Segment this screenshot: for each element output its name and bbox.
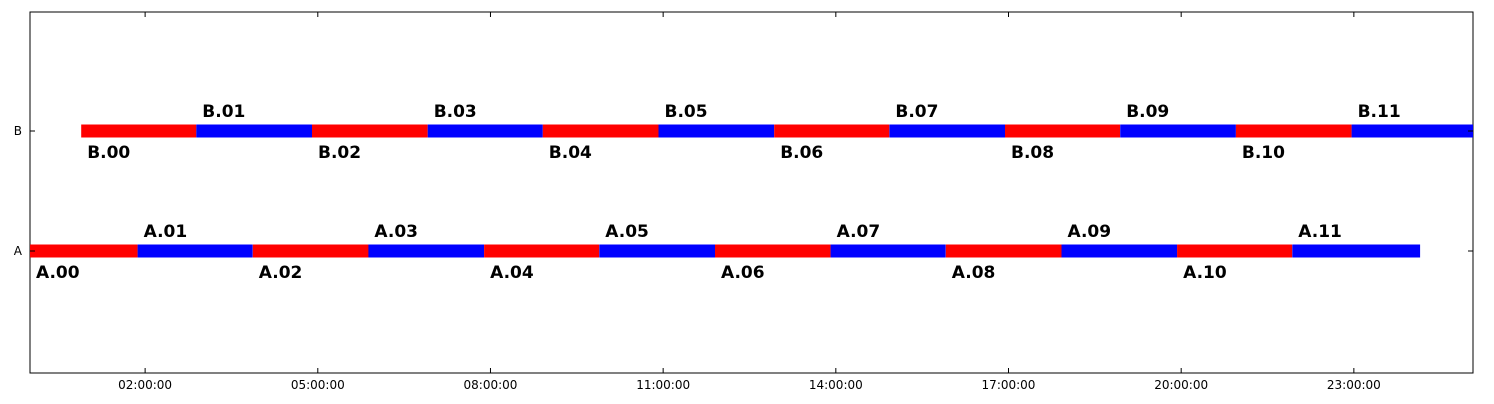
segment-bar-B.06: [774, 124, 890, 138]
segment-label-B.08: B.08: [1011, 143, 1054, 163]
segment-bar-A.01: [137, 244, 253, 258]
segment-label-B.02: B.02: [318, 143, 361, 163]
segment-label-B.07: B.07: [895, 102, 938, 122]
segment-bar-A.00: [30, 244, 138, 258]
segment-bar-A.06: [715, 244, 831, 258]
segment-label-A.03: A.03: [374, 222, 418, 242]
plot-area: [29, 11, 1474, 374]
segment-bar-B.09: [1120, 124, 1236, 138]
y-tick-label-B: B: [14, 124, 22, 138]
segment-label-A.10: A.10: [1183, 263, 1227, 283]
segment-label-B.10: B.10: [1242, 143, 1285, 163]
segment-bar-B.08: [1005, 124, 1121, 138]
segment-label-A.09: A.09: [1068, 222, 1112, 242]
segment-bar-A.08: [945, 244, 1062, 258]
segment-bar-B.00: [81, 124, 197, 138]
segment-bar-A.04: [484, 244, 600, 258]
x-tick-label: 23:00:00: [1327, 378, 1381, 392]
segment-label-A.01: A.01: [144, 222, 188, 242]
x-tick-label: 02:00:00: [118, 378, 172, 392]
x-tick-label: 08:00:00: [464, 378, 518, 392]
segment-bar-A.07: [830, 244, 946, 258]
segment-bar-B.01: [196, 124, 312, 138]
chart-marks: A.00 A.01 A.02 A.03 A.04 A.05 A.06 A.07 A.08 A.09…: [30, 102, 1473, 283]
segment-label-A.06: A.06: [721, 263, 765, 283]
segment-bar-B.04: [542, 124, 659, 138]
segment-label-A.07: A.07: [837, 222, 881, 242]
segment-bar-A.11: [1292, 244, 1421, 258]
segment-label-B.00: B.00: [87, 143, 130, 163]
segment-label-A.04: A.04: [490, 263, 534, 283]
segment-bar-B.10: [1235, 124, 1352, 138]
segment-label-A.05: A.05: [605, 222, 649, 242]
segment-label-B.05: B.05: [665, 102, 708, 122]
segment-bar-B.07: [889, 124, 1006, 138]
segment-bar-A.03: [368, 244, 485, 258]
x-tick-label: 20:00:00: [1154, 378, 1208, 392]
segment-label-B.01: B.01: [202, 102, 245, 122]
segment-label-A.00: A.00: [36, 263, 80, 283]
segment-bar-B.02: [312, 124, 428, 138]
segment-bar-B.05: [658, 124, 775, 138]
segment-bar-A.02: [252, 244, 369, 258]
segment-label-A.08: A.08: [952, 263, 996, 283]
chart-axes: 02:00:00 05:00:00 08:00:00 11:00:00 14:00:00…: [14, 12, 1473, 392]
segment-label-B.11: B.11: [1358, 102, 1401, 122]
segment-label-A.11: A.11: [1298, 222, 1342, 242]
x-tick-label: 14:00:00: [809, 378, 863, 392]
segment-label-B.03: B.03: [434, 102, 477, 122]
x-tick-label: 17:00:00: [982, 378, 1036, 392]
segment-bar-A.10: [1177, 244, 1293, 258]
segment-label-B.06: B.06: [780, 143, 823, 163]
segment-label-B.04: B.04: [549, 143, 592, 163]
x-tick-label: 11:00:00: [636, 378, 690, 392]
segment-bar-B.03: [427, 124, 543, 138]
segment-bar-B.11: [1351, 124, 1473, 138]
segment-label-A.02: A.02: [259, 263, 303, 283]
segment-label-B.09: B.09: [1126, 102, 1169, 122]
segment-bar-A.09: [1061, 244, 1178, 258]
x-tick-label: 05:00:00: [291, 378, 345, 392]
y-tick-label-A: A: [14, 244, 23, 258]
segment-bar-A.05: [599, 244, 715, 258]
